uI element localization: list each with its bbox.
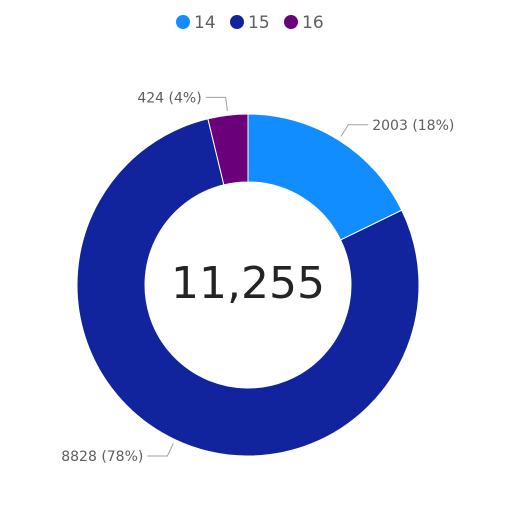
donut-slice	[76, 118, 420, 457]
leader-line	[205, 96, 228, 112]
center-total: 11,255	[171, 258, 325, 309]
data-label: 2003 (18%)	[372, 118, 454, 134]
legend-swatch	[284, 15, 298, 29]
legend-label: 16	[302, 13, 324, 33]
legend-swatch	[176, 15, 190, 29]
leader-line	[340, 124, 369, 137]
data-label: 424 (4%)	[137, 90, 201, 106]
donut-slice	[207, 113, 249, 186]
legend-swatch	[230, 15, 244, 29]
legend-label: 15	[248, 13, 270, 33]
legend-label: 14	[194, 13, 216, 33]
data-label: 8828 (78%)	[61, 449, 143, 465]
leader-line	[147, 443, 174, 457]
